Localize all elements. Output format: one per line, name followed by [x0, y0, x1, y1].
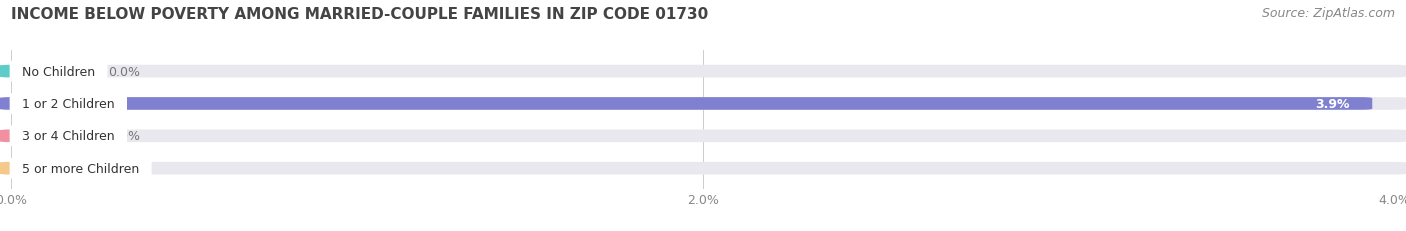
Text: 1 or 2 Children: 1 or 2 Children — [14, 97, 122, 110]
FancyBboxPatch shape — [0, 65, 1406, 78]
Text: 3 or 4 Children: 3 or 4 Children — [14, 130, 122, 143]
Text: 0.0%: 0.0% — [108, 130, 141, 143]
Text: INCOME BELOW POVERTY AMONG MARRIED-COUPLE FAMILIES IN ZIP CODE 01730: INCOME BELOW POVERTY AMONG MARRIED-COUPL… — [11, 7, 709, 22]
FancyBboxPatch shape — [0, 98, 1372, 110]
Text: 5 or more Children: 5 or more Children — [14, 162, 148, 175]
FancyBboxPatch shape — [0, 130, 100, 143]
FancyBboxPatch shape — [0, 162, 100, 175]
FancyBboxPatch shape — [0, 98, 1406, 110]
FancyBboxPatch shape — [0, 130, 1406, 143]
Text: Source: ZipAtlas.com: Source: ZipAtlas.com — [1261, 7, 1395, 20]
FancyBboxPatch shape — [0, 162, 1406, 175]
Text: 0.0%: 0.0% — [108, 65, 141, 78]
FancyBboxPatch shape — [0, 65, 100, 78]
Text: No Children: No Children — [14, 65, 103, 78]
Text: 0.0%: 0.0% — [108, 162, 141, 175]
Text: 3.9%: 3.9% — [1315, 97, 1350, 110]
